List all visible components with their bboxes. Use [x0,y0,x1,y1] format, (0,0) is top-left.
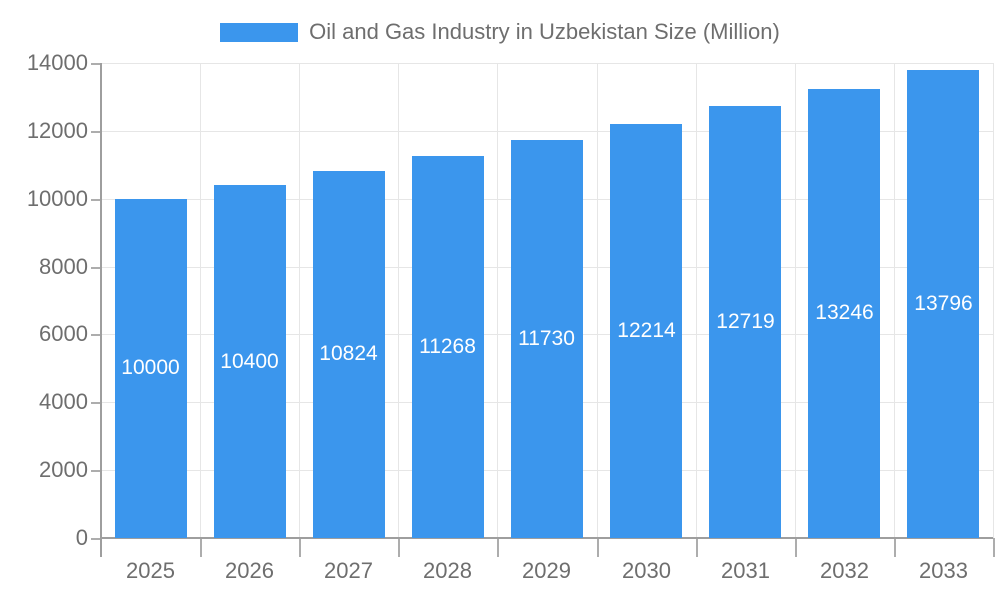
y-axis-label: 14000 [26,50,88,75]
x-gridline [398,63,399,538]
x-gridline [597,63,598,538]
x-axis-tick [497,538,499,557]
bar [313,171,385,538]
x-axis-tick [894,538,896,557]
y-axis-tick [91,199,101,201]
y-gridline [101,131,993,132]
y-axis-label: 12000 [26,118,88,143]
bar-value-label: 10400 [220,350,279,373]
x-axis-label: 2029 [522,558,571,583]
x-axis-tick [696,538,698,557]
x-axis-line [101,537,993,539]
chart-legend: Oil and Gas Industry in Uzbekistan Size … [0,19,1000,45]
x-axis-label: 2026 [225,558,274,583]
x-gridline [795,63,796,538]
x-axis-tick [398,538,400,557]
x-axis-tick [597,538,599,557]
x-axis-label: 2028 [423,558,472,583]
x-axis-label: 2033 [919,558,968,583]
x-axis-tick [795,538,797,557]
bar [115,199,187,538]
y-axis-label: 10000 [26,186,88,211]
x-gridline [696,63,697,538]
bar-value-label: 13796 [914,292,973,315]
y-axis-label: 2000 [39,457,88,482]
bar [412,156,484,538]
bar-value-label: 11268 [419,335,476,358]
x-axis-label: 2030 [622,558,671,583]
bar-value-label: 12719 [716,310,775,333]
bar-value-label: 10824 [319,342,378,365]
x-axis-label: 2032 [820,558,869,583]
bar-value-label: 13246 [815,301,874,324]
bar-value-label: 10000 [121,356,180,379]
bar [214,185,286,538]
x-axis-tick [200,538,202,557]
bar [907,70,979,538]
y-axis-tick [91,470,101,472]
y-axis-tick [91,402,101,404]
bar-value-label: 12214 [617,319,676,342]
y-gridline [101,63,993,64]
y-axis-line [100,63,102,557]
x-gridline [200,63,201,538]
x-axis-tick [299,538,301,557]
y-axis-label: 0 [75,525,88,550]
x-axis-label: 2025 [126,558,175,583]
x-axis-tick [993,538,995,557]
y-axis-label: 8000 [39,254,88,279]
legend-label: Oil and Gas Industry in Uzbekistan Size … [309,19,780,44]
x-gridline [993,63,994,538]
y-axis-tick [91,538,101,540]
bar [709,106,781,538]
bar [808,89,880,538]
bar-value-label: 11730 [518,327,575,350]
y-axis-tick [91,334,101,336]
legend-swatch [220,22,299,42]
x-gridline [299,63,300,538]
x-gridline [894,63,895,538]
x-axis-label: 2031 [721,558,770,583]
y-axis-tick [91,131,101,133]
bar [610,124,682,538]
y-axis-label: 6000 [39,321,88,346]
x-axis-label: 2027 [324,558,373,583]
y-axis-tick [91,63,101,65]
x-gridline [497,63,498,538]
bar [511,140,583,538]
y-axis-label: 4000 [39,389,88,414]
y-axis-tick [91,267,101,269]
